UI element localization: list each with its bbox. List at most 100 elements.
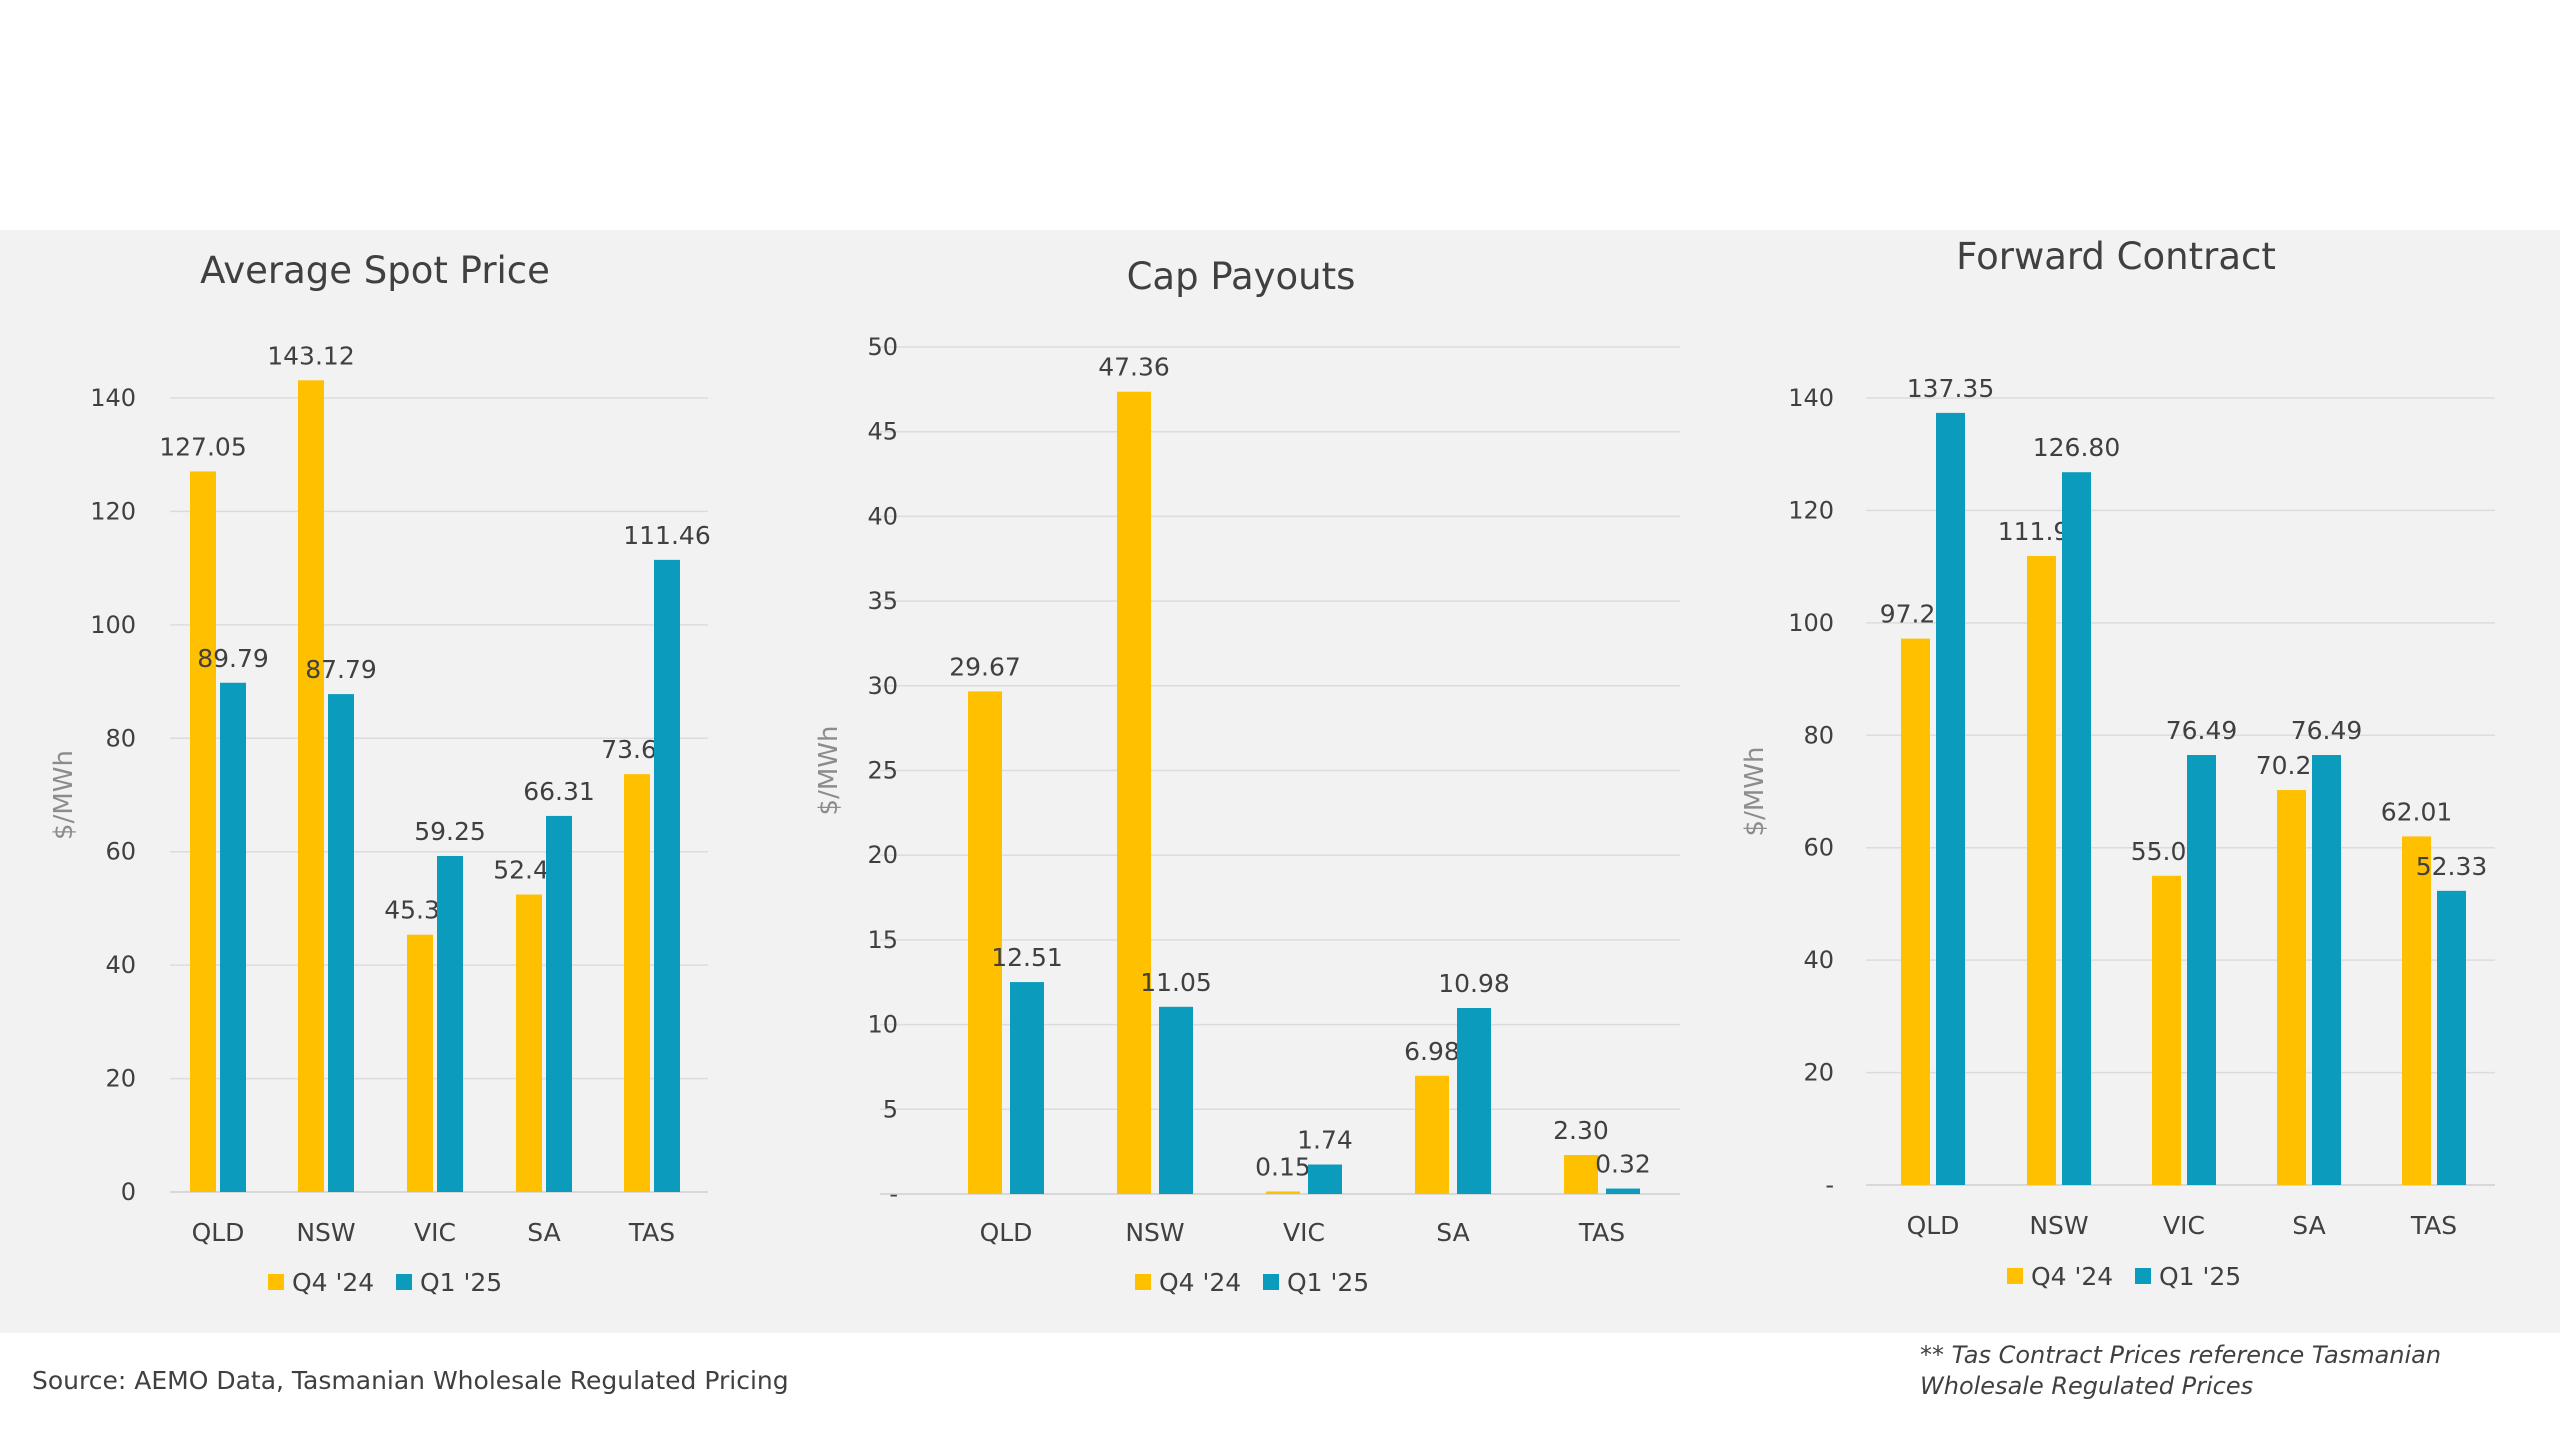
bar-q1-tas [2437, 890, 2466, 1185]
footnote: ** Tas Contract Prices reference Tasmani… [1920, 1341, 2442, 1400]
y-tick-label: 80 [1803, 721, 1834, 749]
bar-q1-qld [1936, 412, 1965, 1185]
chart-title: Forward Contract [1956, 235, 2276, 278]
x-tick-label: NSW [296, 1218, 355, 1247]
bar-q1-vic [1308, 1164, 1342, 1194]
bar-q4-qld [1901, 638, 1930, 1185]
bar-q1-nsw [2062, 472, 2091, 1185]
bar-q4-tas [1564, 1155, 1598, 1194]
bar-q4-sa [1415, 1075, 1449, 1194]
x-tick-label: TAS [2410, 1211, 2457, 1240]
x-tick-label: QLD [980, 1218, 1033, 1247]
y-tick-label: 40 [1803, 946, 1834, 974]
legend-label-q1: Q1 '25 [1287, 1268, 1369, 1297]
legend-label-q4: Q4 '24 [292, 1268, 374, 1297]
y-tick-label: 10 [867, 1011, 898, 1039]
bar-q1-nsw [1159, 1006, 1193, 1194]
y-tick-label: 60 [1803, 834, 1834, 862]
bar-q1-tas [654, 559, 680, 1192]
y-tick-label: - [1825, 1171, 1834, 1199]
data-label: 143.12 [267, 341, 354, 370]
bar-q1-sa [2312, 755, 2341, 1185]
legend-swatch-q1 [396, 1274, 412, 1290]
y-tick-label: 20 [1803, 1059, 1834, 1087]
bar-q4-vic [407, 934, 433, 1192]
bar-q1-vic [437, 855, 463, 1192]
y-axis-label: $/MWh [1740, 747, 1770, 837]
legend-swatch-q4 [268, 1274, 284, 1290]
y-tick-label: 140 [1788, 384, 1834, 412]
legend-label-q1: Q1 '25 [420, 1268, 502, 1297]
chart-average-spot-price: Average Spot Price $/MWh 0 20 40 60 80 100 120 14… [49, 249, 711, 1297]
x-tick-label: SA [1436, 1218, 1469, 1247]
bar-q1-tas [1606, 1188, 1640, 1194]
y-tick-label: 5 [883, 1095, 898, 1123]
y-tick-label: 15 [867, 926, 898, 954]
data-label: 126.80 [2033, 433, 2120, 462]
legend-swatch-q4 [2007, 1268, 2023, 1284]
chart-forward-contract: Forward Contract $/MWh - 20 40 60 80 100 120 140 Q… [1740, 235, 2495, 1291]
data-label: 89.79 [197, 644, 269, 673]
y-tick-label: 20 [867, 841, 898, 869]
y-tick-label: 120 [90, 497, 136, 525]
data-label: 76.49 [2291, 716, 2363, 745]
y-tick-label: 40 [105, 951, 136, 979]
data-label: 6.98 [1404, 1037, 1460, 1066]
bar-q4-tas [2402, 836, 2431, 1185]
y-axis-label: $/MWh [49, 750, 79, 840]
y-tick-label: 60 [105, 838, 136, 866]
chart-title: Cap Payouts [1127, 255, 1356, 298]
data-label: 62.01 [2381, 797, 2453, 826]
bar-q1-nsw [328, 694, 354, 1192]
y-tick-label: 45 [867, 418, 898, 446]
x-tick-label: TAS [1578, 1218, 1625, 1247]
data-label: 11.05 [1140, 968, 1212, 997]
data-label: 47.36 [1098, 353, 1170, 382]
data-label: 87.79 [305, 655, 377, 684]
y-tick-label: 25 [867, 757, 898, 785]
x-tick-label: QLD [192, 1218, 245, 1247]
bar-q1-sa [1457, 1007, 1491, 1194]
data-label: 2.30 [1553, 1116, 1609, 1145]
data-label: 12.51 [991, 943, 1063, 972]
y-tick-label: 100 [1788, 609, 1834, 637]
bar-q1-sa [546, 815, 572, 1192]
data-label: 111.46 [623, 521, 710, 550]
x-tick-label: SA [2292, 1211, 2325, 1240]
y-tick-label: 40 [867, 502, 898, 530]
y-tick-label: 0 [121, 1178, 136, 1206]
data-label: 59.25 [414, 817, 486, 846]
y-tick-label: 50 [867, 333, 898, 361]
y-tick-label: 80 [105, 724, 136, 752]
bar-q4-sa [2277, 790, 2306, 1185]
y-tick-label: 35 [867, 587, 898, 615]
data-label: 0.32 [1595, 1150, 1651, 1179]
legend-swatch-q1 [2135, 1268, 2151, 1284]
data-label: 66.31 [523, 777, 595, 806]
y-tick-label: 30 [867, 672, 898, 700]
y-axis-label: $/MWh [814, 726, 844, 816]
data-label: 0.15 [1255, 1152, 1311, 1181]
data-label: 10.98 [1438, 969, 1510, 998]
legend-swatch-q1 [1263, 1274, 1279, 1290]
legend-label-q4: Q4 '24 [2031, 1262, 2113, 1291]
x-tick-label: NSW [1125, 1218, 1184, 1247]
data-label: 127.05 [159, 432, 246, 461]
bar-q4-sa [516, 894, 542, 1192]
legend-label-q1: Q1 '25 [2159, 1262, 2241, 1291]
source-note: Source: AEMO Data, Tasmanian Wholesale R… [32, 1366, 789, 1395]
legend-swatch-q4 [1135, 1274, 1151, 1290]
bar-q1-qld [220, 682, 246, 1192]
bar-q4-vic [2152, 875, 2181, 1185]
y-tick-label: 140 [90, 384, 136, 412]
bar-q4-nsw [298, 380, 324, 1192]
y-tick-label: 20 [105, 1065, 136, 1093]
data-label: 1.74 [1297, 1126, 1353, 1155]
x-tick-label: QLD [1907, 1211, 1960, 1240]
x-tick-label: NSW [2029, 1211, 2088, 1240]
bar-q4-qld [190, 471, 216, 1192]
bar-q4-vic [1266, 1191, 1300, 1194]
x-tick-label: TAS [628, 1218, 675, 1247]
data-label: 29.67 [949, 652, 1021, 681]
bar-q4-nsw [2027, 555, 2056, 1185]
